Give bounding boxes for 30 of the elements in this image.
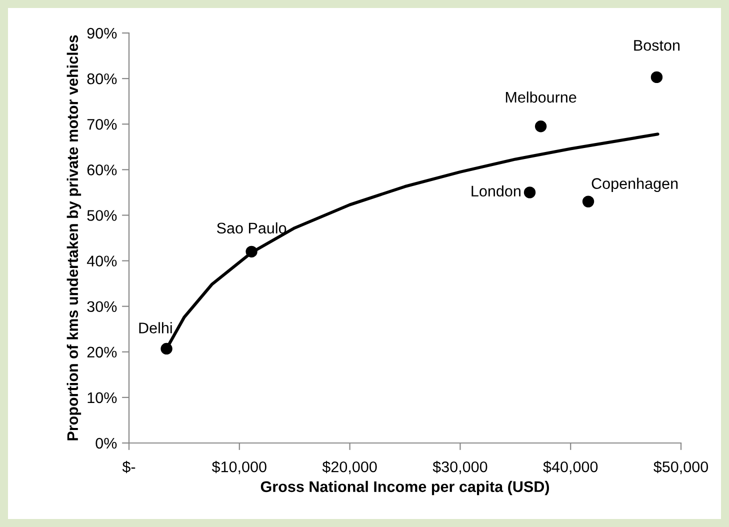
annotation: Delhi: [139, 322, 172, 334]
x-tick-label: $20,000: [322, 460, 377, 474]
y-tick-label: 80%: [87, 73, 117, 84]
point: [534, 120, 547, 132]
point: [160, 342, 172, 355]
x-axis-title: Gross National Income per capita (USD): [260, 480, 549, 496]
x-tick-label: $30,000: [432, 460, 488, 474]
y-tick-label: 10%: [88, 392, 117, 404]
y-axis-title: Proportion of kms undertaken by private motor vehicles: [66, 35, 82, 440]
y-tick-label: 0%: [96, 438, 117, 449]
y-tick-label: 50%: [87, 210, 117, 221]
annotation: Copenhagen: [592, 178, 678, 192]
x-tick-label: $50,000: [654, 460, 708, 474]
x-tick-label: $10,000: [212, 460, 266, 474]
y-tick-label: 90%: [87, 28, 117, 39]
annotation: Melbourne: [506, 91, 576, 103]
x-tick-label: $-: [122, 460, 136, 474]
point: [246, 246, 258, 258]
point: [650, 71, 663, 84]
y-tick-label: 20%: [87, 346, 117, 358]
y-tick-label: 30%: [87, 301, 117, 312]
point: [524, 186, 536, 198]
point: [582, 196, 594, 208]
annotation: London: [472, 185, 520, 197]
y-tick-label: 70%: [87, 118, 117, 130]
annotation: Boston: [634, 40, 680, 51]
x-tick-label: $40,000: [543, 460, 598, 474]
annotation: Sao Paulo: [216, 222, 286, 234]
y-tick-label: 40%: [86, 256, 117, 266]
y-tick-label: 60%: [87, 164, 117, 176]
